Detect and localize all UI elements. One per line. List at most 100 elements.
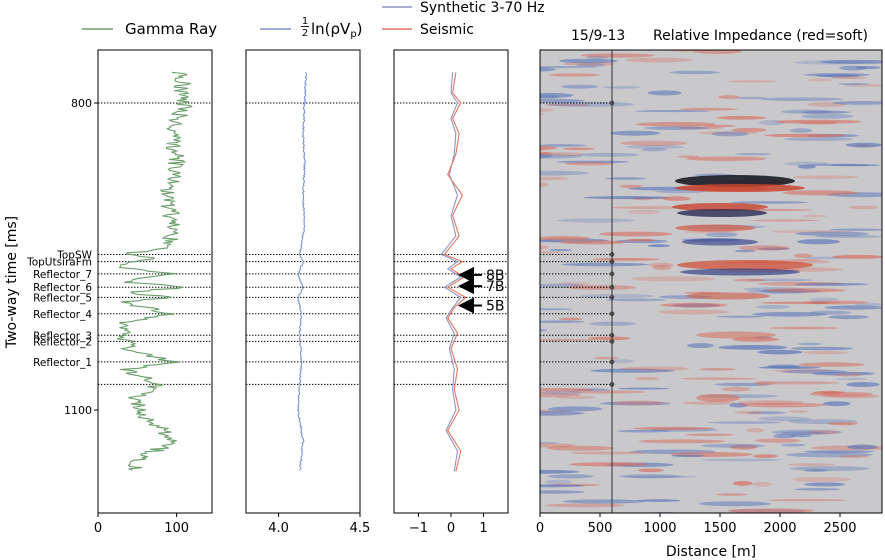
section-streak	[540, 176, 570, 181]
section-streak	[658, 309, 731, 315]
section-streak	[547, 474, 594, 479]
section-streak	[540, 245, 549, 250]
section-streak	[767, 364, 801, 369]
section-streak	[731, 127, 767, 133]
section-streak	[548, 73, 600, 77]
section-streak	[589, 321, 637, 326]
well-label: 15/9-13	[571, 28, 625, 44]
section-streak	[647, 244, 671, 248]
legend-frac-den: 2	[302, 28, 308, 39]
section-streak	[564, 162, 614, 166]
section-streak	[822, 391, 841, 395]
section-streak	[555, 395, 596, 400]
legend-frac-num: 1	[302, 16, 308, 27]
section-streak	[734, 152, 772, 156]
section-streak	[734, 249, 756, 253]
formation-tops: TopSWTopUtsiraFmReflector_7Reflector_6Re…	[26, 50, 615, 513]
section-streak	[845, 142, 882, 148]
impedance-curve	[296, 71, 308, 471]
section-reflector	[675, 224, 755, 232]
section-streak	[641, 148, 667, 152]
x-tick-label-section: 1000	[643, 521, 676, 536]
section-streak	[540, 66, 598, 69]
section-streak	[787, 463, 836, 466]
section-streak	[738, 245, 790, 251]
section-streak	[749, 219, 821, 222]
section-streak	[734, 410, 764, 415]
section-streak	[757, 416, 811, 422]
section-streak	[540, 441, 560, 444]
section-streak	[567, 390, 647, 394]
section-streak	[540, 154, 583, 159]
section-reflector	[675, 184, 805, 192]
section-streak	[754, 438, 801, 443]
section-streak	[635, 376, 660, 381]
section-streak	[540, 151, 554, 155]
section-streak	[767, 499, 847, 502]
section-streak	[540, 236, 590, 241]
section-streak	[558, 282, 590, 286]
section-streak	[671, 454, 705, 458]
section-streak	[755, 305, 791, 309]
section-streak	[540, 490, 585, 494]
section-streak	[794, 60, 865, 65]
section-streak	[623, 475, 698, 478]
log-curves	[116, 71, 467, 472]
synthetic-curve	[440, 72, 462, 472]
top-label: Reflector_6	[33, 282, 92, 294]
legend-label-gamma: Gamma Ray	[125, 20, 217, 38]
legend-label-synthetic: Synthetic 3-70 Hz	[420, 0, 545, 16]
annotation-label: 5B	[486, 299, 505, 315]
x-tick-label-impedance: 4.5	[350, 521, 371, 536]
section-streak	[630, 276, 716, 282]
section-streak	[697, 131, 759, 135]
section-streak	[562, 147, 595, 151]
section-streak	[637, 468, 665, 473]
section-streak	[733, 481, 753, 486]
section-streak	[577, 152, 639, 157]
section-streak	[556, 218, 636, 223]
section-streak	[780, 431, 826, 435]
seismic-curve	[443, 72, 467, 472]
section-streak	[793, 282, 869, 286]
section-streak	[738, 402, 826, 408]
section-streak	[625, 238, 656, 242]
section-streak	[831, 76, 867, 79]
x-tick-label-section: 500	[588, 521, 613, 536]
section-streak	[540, 145, 558, 151]
section-streak	[830, 164, 880, 167]
section-streak	[583, 196, 670, 200]
section-streak	[803, 351, 849, 355]
section-streak	[561, 84, 599, 89]
section-streak	[679, 377, 757, 381]
section-streak	[693, 50, 742, 54]
section-streak	[776, 119, 863, 124]
section-streak	[797, 239, 840, 245]
section-reflector	[682, 238, 758, 246]
section-streak	[558, 317, 583, 321]
section-streak	[548, 249, 573, 252]
section-streak	[756, 381, 840, 385]
section-streak	[832, 254, 882, 259]
section-streak	[844, 83, 882, 87]
section-streak	[544, 103, 591, 107]
section-streak	[541, 390, 583, 395]
section-streak	[540, 308, 574, 311]
section-streak	[771, 429, 843, 435]
section-streak	[797, 342, 823, 346]
section-streak	[803, 482, 846, 487]
section-streak	[718, 95, 740, 100]
section-streak	[801, 110, 851, 114]
section-streak	[559, 240, 627, 245]
section-streak	[828, 315, 869, 320]
section-streak	[782, 190, 858, 196]
top-label: Reflector_7	[33, 269, 92, 281]
section-streak	[578, 293, 655, 299]
section-streak	[580, 53, 655, 58]
section-streak	[610, 359, 634, 363]
section-streak	[836, 377, 867, 381]
section-streak	[698, 501, 771, 507]
section-streak	[822, 401, 851, 407]
section-streak	[789, 128, 813, 133]
